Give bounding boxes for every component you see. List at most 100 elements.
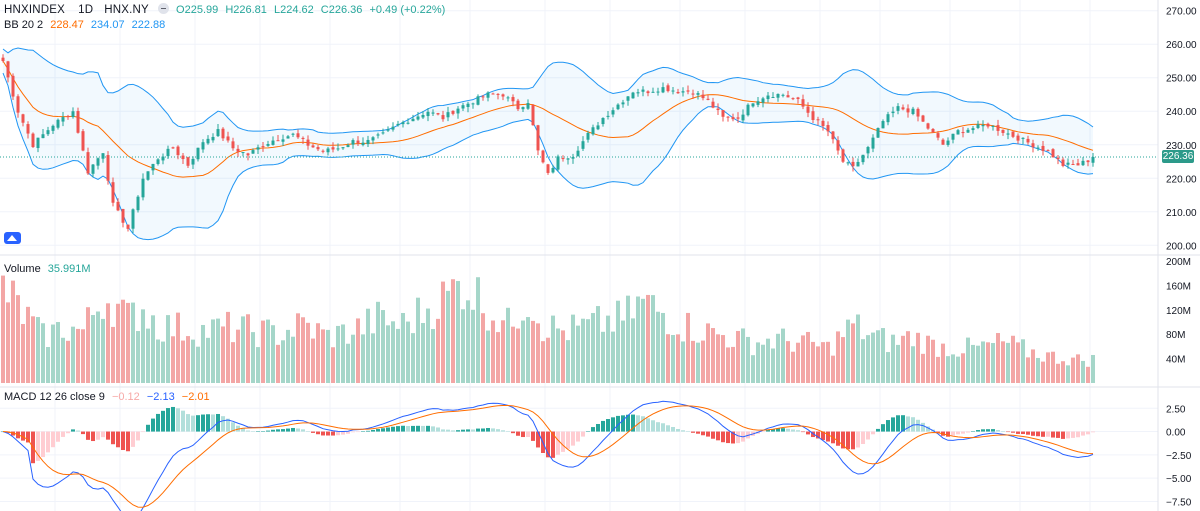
- candle-body: [1006, 133, 1010, 135]
- macd-legend[interactable]: MACD 12 26 close 9 −0.12 −2.13 −2.01: [4, 390, 214, 404]
- volume-bar: [41, 323, 45, 383]
- macd-tick-label: 0.00: [1166, 428, 1186, 439]
- candle-body: [851, 161, 855, 167]
- volume-bar: [751, 355, 755, 383]
- candle-body: [151, 163, 155, 171]
- volume-bar: [81, 329, 85, 383]
- volume-bar: [121, 299, 125, 383]
- volume-bar: [666, 334, 670, 383]
- bb-fill: [3, 47, 1093, 240]
- symbol-interval[interactable]: 1D: [78, 4, 94, 16]
- macd-histogram-bar: [371, 429, 375, 432]
- candle-body: [886, 114, 890, 123]
- volume-bar: [926, 335, 930, 383]
- macd-histogram-bar: [711, 431, 715, 439]
- macd-histogram-bar: [881, 424, 885, 432]
- bb-basis-line: [2, 60, 1094, 178]
- candle-body: [621, 102, 625, 105]
- candle-body: [596, 125, 600, 130]
- collapse-legend-icon[interactable]: [157, 3, 169, 14]
- volume-bar: [881, 328, 885, 383]
- candle-body: [791, 98, 795, 100]
- volume-bar: [551, 315, 555, 383]
- macd-histogram-bar: [656, 422, 660, 432]
- macd-histogram-bar: [816, 431, 820, 439]
- bb-legend[interactable]: BB 20 2 228.47 234.07 222.88: [4, 18, 169, 32]
- candle-body: [291, 133, 295, 135]
- symbol-name[interactable]: HNXINDEX: [4, 4, 66, 16]
- candle-body: [671, 90, 675, 92]
- candle-body: [96, 158, 100, 166]
- volume-bar: [1081, 360, 1085, 383]
- candle-body: [461, 105, 465, 109]
- candle-body: [831, 131, 835, 140]
- candle-body: [351, 140, 355, 145]
- volume-bar: [6, 302, 10, 383]
- macd-histogram-bar: [421, 425, 425, 432]
- macd-histogram-bar: [136, 431, 140, 441]
- macd-histogram-bar: [106, 431, 110, 440]
- macd-histogram-bar: [661, 423, 665, 432]
- volume-bar: [726, 347, 730, 383]
- macd-histogram-bar: [986, 429, 990, 432]
- candle-body: [246, 153, 250, 156]
- volume-bar: [301, 317, 305, 383]
- macd-histogram-bar: [296, 428, 300, 432]
- macd-histogram-bar: [66, 431, 70, 434]
- volume-bar: [1051, 351, 1055, 383]
- macd-histogram-bar: [681, 430, 685, 432]
- price-axis[interactable]: 270.00 260.00 250.00 240.00 230.00 220.00 210.…: [1166, 7, 1197, 509]
- candle-body: [746, 104, 750, 116]
- candle-body: [921, 115, 925, 122]
- volume-tick-label: 120M: [1166, 306, 1191, 317]
- macd-histogram-bar: [91, 431, 95, 442]
- bb-basis-value: 228.47: [50, 19, 84, 31]
- candle-body: [636, 92, 640, 94]
- macd-histogram-bar: [311, 431, 315, 433]
- candle-body: [1081, 160, 1085, 166]
- candle-body: [951, 133, 955, 140]
- volume-bar: [981, 341, 985, 383]
- volume-bar: [206, 337, 210, 383]
- volume-bar: [781, 328, 785, 383]
- volume-bar: [191, 339, 195, 383]
- volume-bar: [16, 295, 20, 383]
- volume-legend[interactable]: Volume 35.991M: [4, 262, 95, 276]
- volume-bar: [106, 303, 110, 383]
- macd-histogram-bar: [786, 428, 790, 432]
- candle-body: [11, 75, 15, 97]
- candle-body: [76, 111, 80, 133]
- candle-body: [466, 103, 470, 107]
- volume-bar: [196, 346, 200, 383]
- macd-histogram-bar: [891, 417, 895, 432]
- macd-histogram-bar: [456, 430, 460, 432]
- volume-bar: [876, 330, 880, 383]
- candle-body: [881, 121, 885, 129]
- volume-bar: [446, 290, 450, 383]
- tradingview-logo-icon[interactable]: [4, 232, 21, 244]
- macd-histogram-bar: [441, 429, 445, 432]
- candle-body: [236, 148, 240, 152]
- macd-histogram-bar: [1086, 431, 1090, 435]
- candle-body: [756, 101, 760, 105]
- macd-histogram-bar: [56, 431, 60, 442]
- macd-histogram-bar: [546, 431, 550, 458]
- macd-histogram-bar: [446, 429, 450, 432]
- macd-histogram-bar: [846, 431, 850, 450]
- candle-body: [106, 155, 110, 181]
- last-price-label: 226.36: [1162, 150, 1194, 163]
- macd-histogram-bar: [411, 425, 415, 432]
- candle-body: [401, 122, 405, 125]
- symbol-exchange[interactable]: HNX.NY: [104, 4, 149, 16]
- macd-histogram-bar: [536, 431, 540, 448]
- macd-tick-label: −2.50: [1166, 451, 1192, 462]
- volume-bar: [946, 356, 950, 383]
- candle-body: [171, 147, 175, 149]
- macd-histogram-bar: [566, 431, 570, 449]
- macd-histogram-bar: [736, 431, 740, 444]
- bb-lower-line: [2, 72, 1094, 241]
- macd-histogram-bar: [871, 431, 875, 435]
- candle-body: [196, 147, 200, 160]
